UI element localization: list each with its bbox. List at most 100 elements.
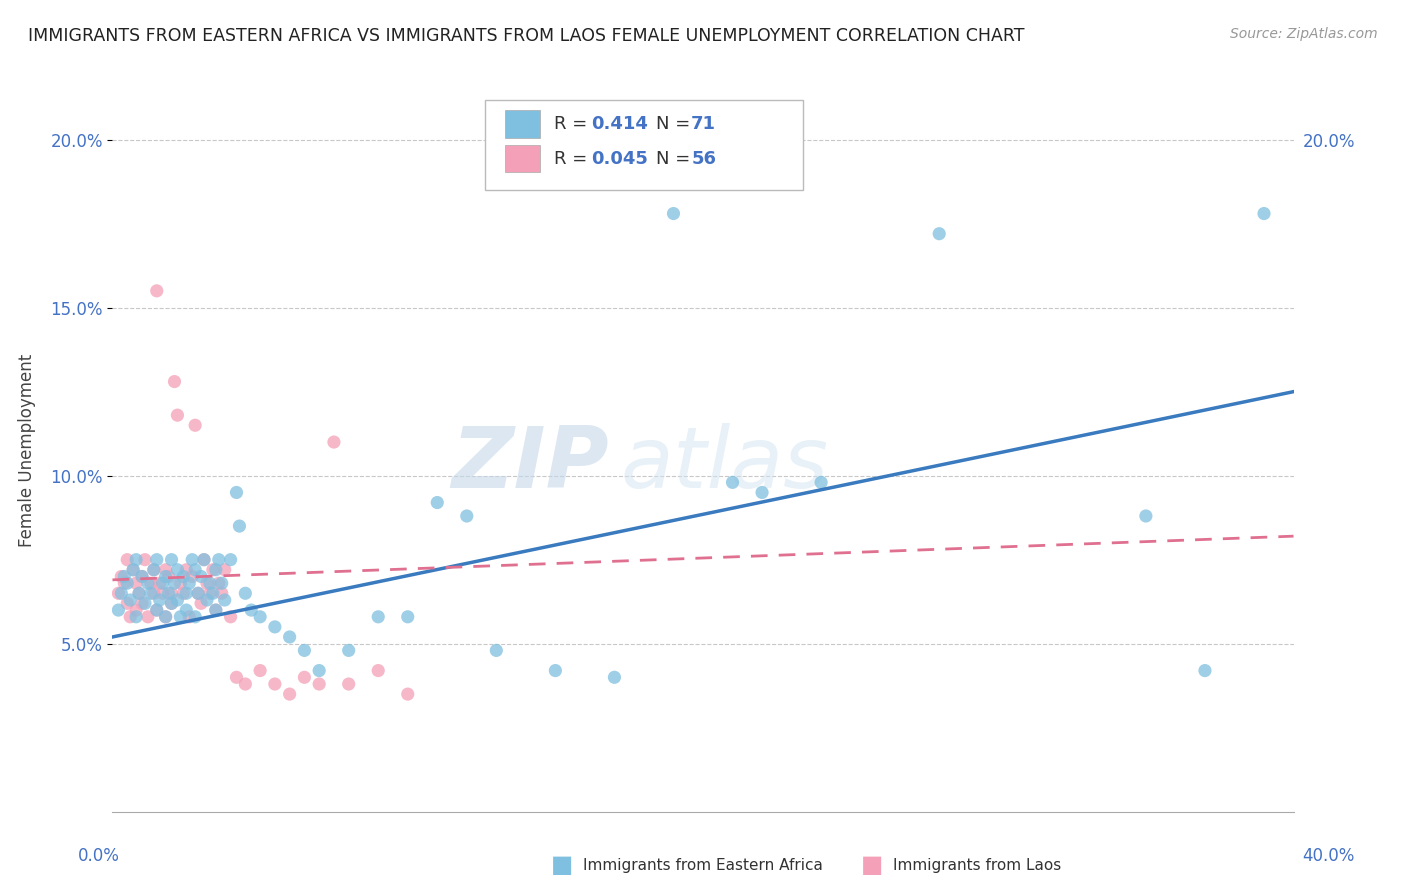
Point — [225, 485, 247, 500]
Text: Source: ZipAtlas.com: Source: ZipAtlas.com — [1230, 27, 1378, 41]
Point — [120, 593, 142, 607]
Point — [179, 609, 201, 624]
Point — [1194, 664, 1216, 678]
Point — [278, 687, 301, 701]
Point — [131, 569, 153, 583]
Point — [193, 552, 215, 566]
Point — [228, 519, 250, 533]
Point — [367, 609, 389, 624]
Point — [810, 475, 832, 490]
Point — [134, 596, 156, 610]
Text: 0.045: 0.045 — [591, 150, 648, 168]
Point — [134, 552, 156, 566]
Point — [426, 495, 449, 509]
Y-axis label: Female Unemployment: Female Unemployment — [18, 354, 37, 547]
Point — [142, 586, 165, 600]
Point — [195, 576, 218, 591]
Point — [112, 576, 135, 591]
Point — [163, 375, 186, 389]
Point — [1253, 206, 1275, 220]
Point — [117, 596, 138, 610]
Point — [169, 576, 191, 591]
Point — [233, 586, 256, 600]
Point — [308, 677, 330, 691]
Point — [233, 677, 256, 691]
Text: 0.414: 0.414 — [591, 115, 648, 133]
Text: atlas: atlas — [620, 424, 828, 507]
Point — [149, 593, 172, 607]
Point — [367, 664, 389, 678]
Point — [721, 475, 744, 490]
Point — [146, 284, 169, 298]
Point — [128, 586, 150, 600]
Point — [198, 576, 221, 591]
Point — [131, 596, 153, 610]
Point — [174, 563, 197, 577]
Point — [264, 620, 287, 634]
Text: 56: 56 — [692, 150, 716, 168]
Point — [163, 576, 186, 591]
Point — [195, 593, 218, 607]
Point — [160, 552, 183, 566]
Point — [396, 687, 419, 701]
Point — [205, 603, 228, 617]
Point — [181, 569, 204, 583]
Point — [292, 643, 315, 657]
Point — [152, 576, 174, 591]
Point — [184, 418, 207, 433]
Point — [211, 576, 233, 591]
Point — [219, 552, 242, 566]
Text: 0.0%: 0.0% — [77, 847, 120, 865]
Point — [110, 569, 132, 583]
Point — [190, 569, 212, 583]
Point — [160, 596, 183, 610]
Point — [125, 552, 148, 566]
Point — [174, 603, 197, 617]
Bar — [505, 110, 540, 137]
Point — [928, 227, 950, 241]
Text: N =: N = — [655, 115, 696, 133]
Point — [208, 552, 231, 566]
Point — [155, 563, 177, 577]
Point — [136, 576, 159, 591]
Point — [125, 576, 148, 591]
Point — [120, 609, 142, 624]
Point — [142, 563, 165, 577]
Point — [139, 576, 162, 591]
Point — [187, 586, 209, 600]
Point — [155, 609, 177, 624]
Point — [125, 603, 148, 617]
Point — [214, 563, 236, 577]
Text: ZIP: ZIP — [451, 424, 609, 507]
Point — [205, 563, 228, 577]
Point — [157, 569, 180, 583]
Text: ■: ■ — [551, 854, 574, 877]
Point — [201, 586, 224, 600]
Point — [603, 670, 626, 684]
Point — [662, 206, 685, 220]
Point — [155, 569, 177, 583]
Point — [125, 609, 148, 624]
Text: R =: R = — [554, 115, 593, 133]
Point — [249, 664, 271, 678]
Point — [187, 586, 209, 600]
Point — [544, 664, 567, 678]
Point — [112, 569, 135, 583]
Point — [323, 435, 346, 450]
Point — [110, 586, 132, 600]
Point — [205, 603, 228, 617]
Point — [225, 670, 247, 684]
Text: Immigrants from Laos: Immigrants from Laos — [893, 858, 1062, 872]
Point — [146, 603, 169, 617]
Text: ■: ■ — [860, 854, 883, 877]
Point — [172, 586, 194, 600]
Point — [190, 596, 212, 610]
Point — [131, 569, 153, 583]
Point — [136, 609, 159, 624]
Point — [117, 576, 138, 591]
Point — [201, 563, 224, 577]
Bar — [505, 145, 540, 172]
Point — [198, 586, 221, 600]
Point — [219, 609, 242, 624]
Point — [485, 643, 508, 657]
